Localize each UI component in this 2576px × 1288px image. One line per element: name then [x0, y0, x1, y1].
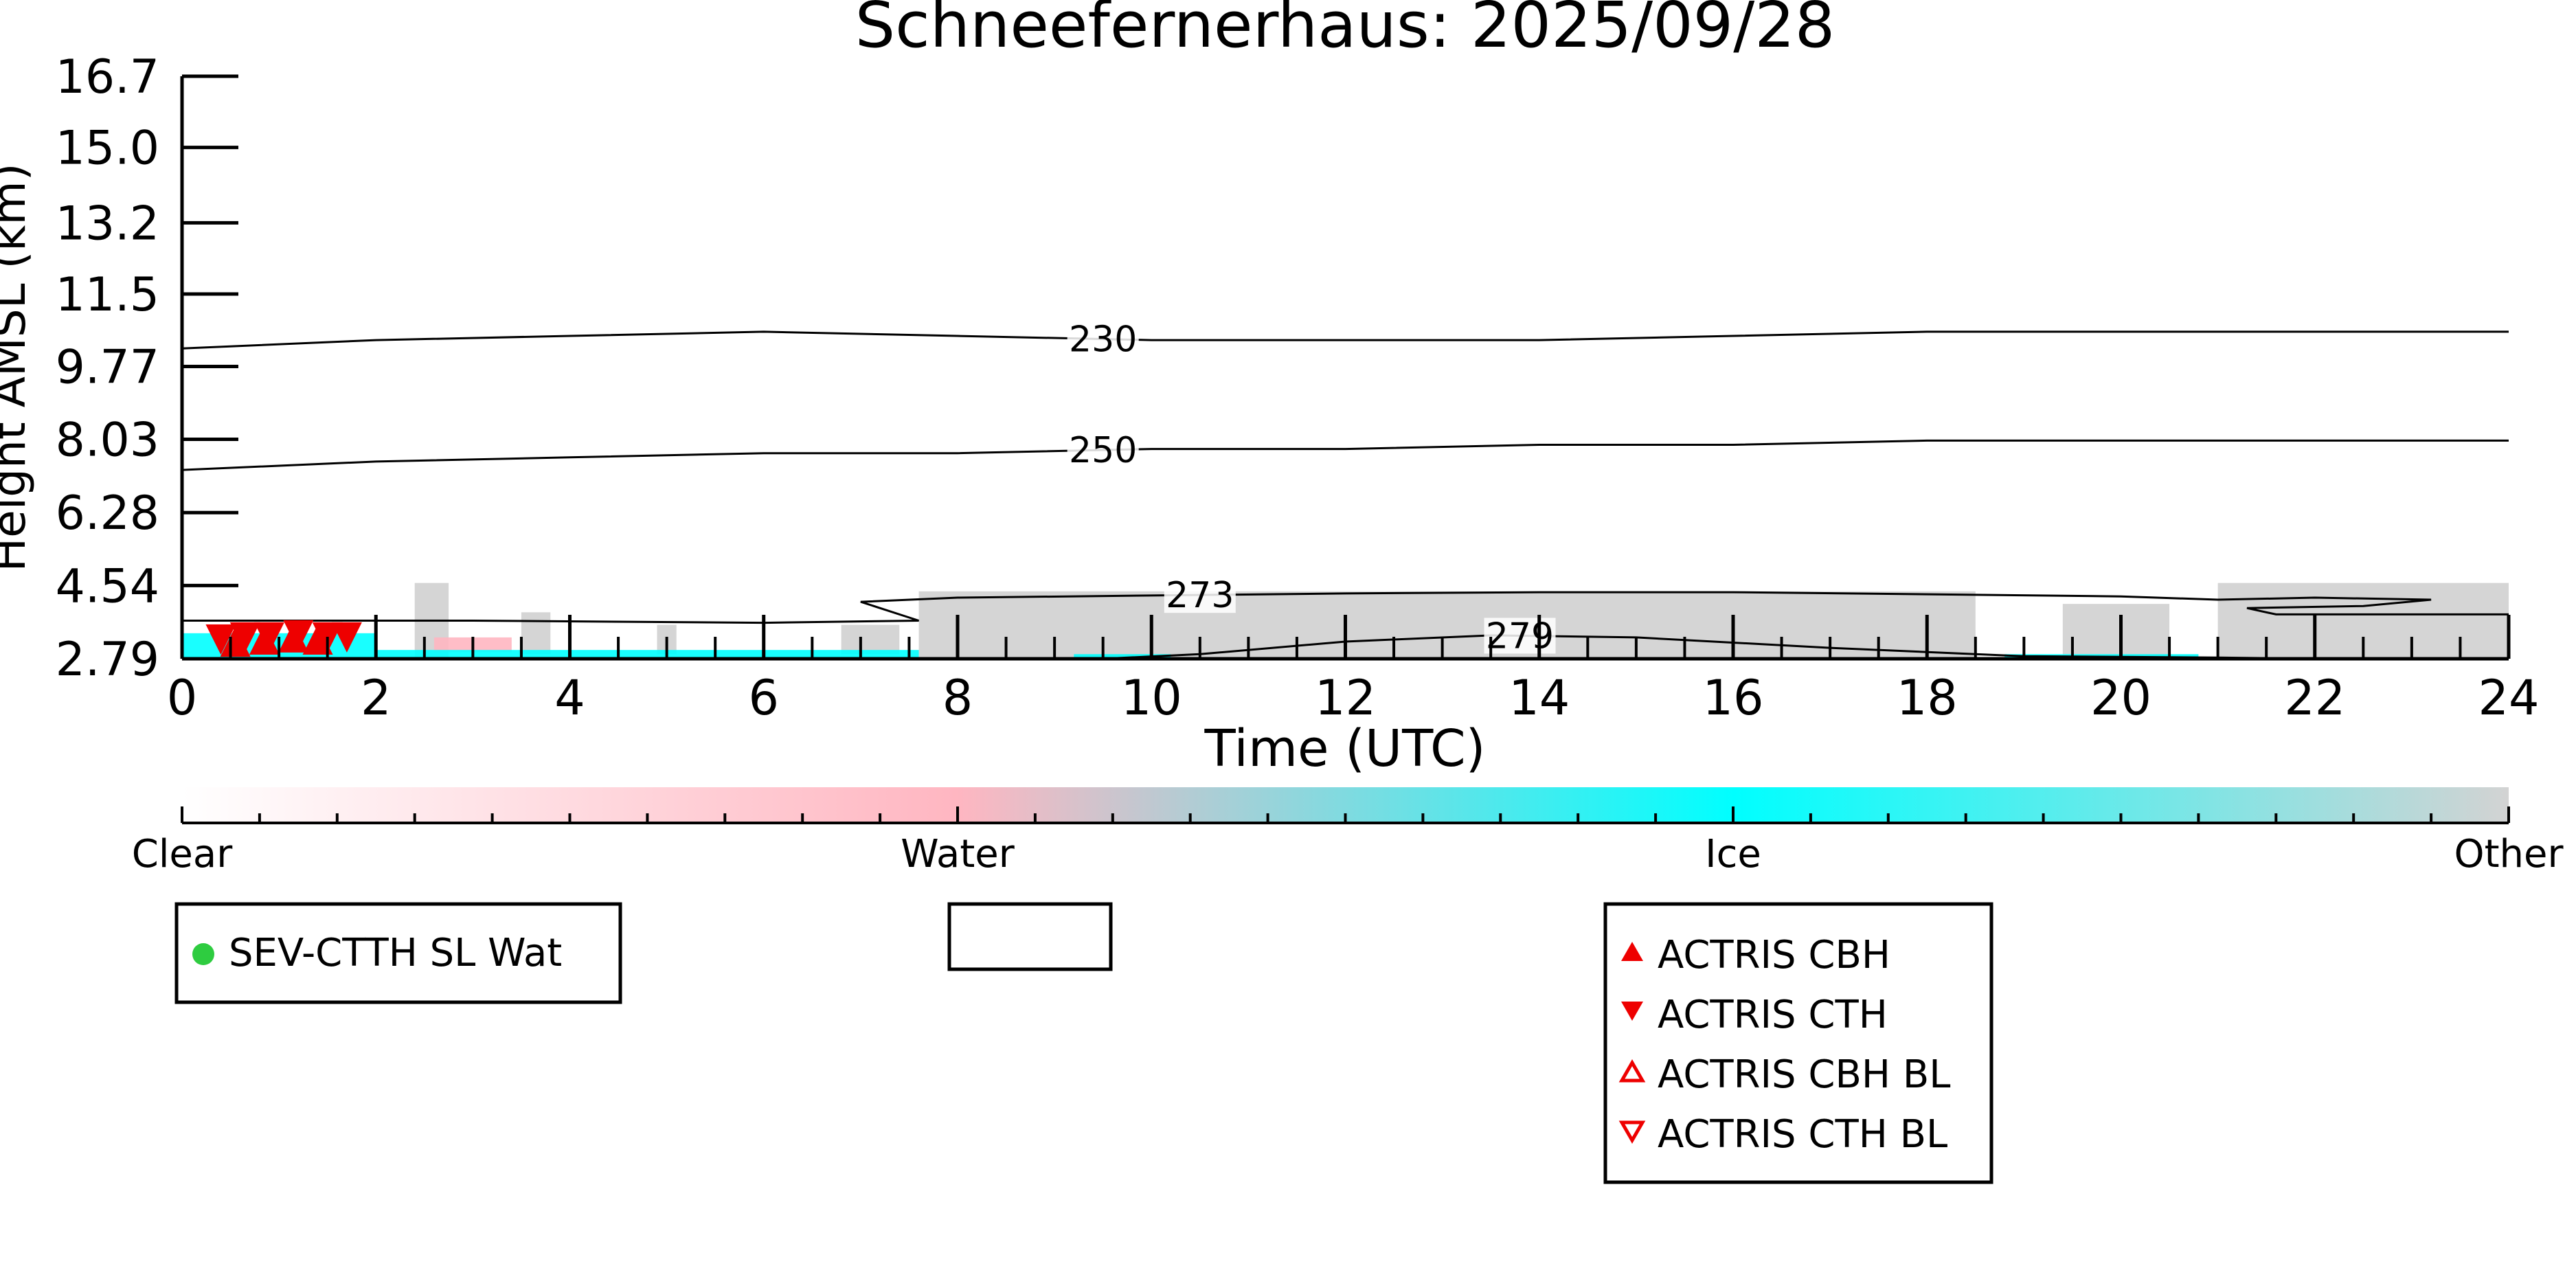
class-region-ice-9 — [376, 650, 919, 659]
legend-satellite-box — [174, 902, 622, 1004]
contour-273 — [182, 591, 2509, 624]
y-axis-label: Height AMSL (km) — [0, 163, 36, 572]
class-region-other-4 — [918, 591, 1976, 659]
x-tick-label-6: 6 — [748, 670, 779, 726]
class-region-other-1 — [521, 612, 551, 655]
legend-actris-box — [1603, 902, 1993, 1184]
y-tick-label-0: 2.79 — [56, 633, 159, 687]
y-tick-label-5: 11.5 — [56, 268, 159, 322]
y-tick-label-4: 9.77 — [56, 340, 159, 394]
chart-title: Schneefernerhaus: 2025/09/28 — [855, 0, 1835, 62]
contour-label-279: 279 — [1486, 615, 1554, 657]
contour-label-bg-230 — [1067, 321, 1139, 357]
legend-satellite: SEV-CTTH SL Wat — [174, 902, 622, 1004]
y-tick-label-6: 13.2 — [56, 196, 159, 251]
legend-empty-box — [947, 902, 1113, 971]
legend-empty — [947, 902, 1113, 971]
legend-entry-actris-cth-bl: ACTRIS CTH BL — [1658, 1112, 1947, 1157]
x-tick-label-18: 18 — [1897, 670, 1958, 726]
contour-label-250: 250 — [1069, 430, 1137, 471]
colorbar-label-ice: Ice — [1705, 832, 1761, 877]
marker-series-2-5 — [331, 622, 362, 653]
y-tick-label-8: 16.7 — [56, 50, 159, 104]
plot-area — [182, 330, 2509, 659]
marker-series-2-1 — [229, 622, 260, 653]
x-tick-label-2: 2 — [361, 670, 392, 726]
x-tick-label-20: 20 — [2090, 670, 2151, 726]
legend-entry-sev-ctth: SEV-CTTH SL Wat — [229, 931, 562, 975]
marker-series-2-3 — [283, 620, 314, 651]
open-triangle-up-icon — [1618, 1059, 1646, 1083]
y-tick-label-3: 8.03 — [56, 414, 159, 468]
legend-entry-actris-cbh-bl: ACTRIS CBH BL — [1658, 1052, 1950, 1097]
contour-label-bg-279 — [1484, 618, 1556, 654]
x-tick-label-4: 4 — [554, 670, 585, 726]
y-tick-label-7: 15.0 — [56, 122, 159, 176]
class-region-other-5 — [2062, 604, 2170, 659]
x-tick-label-24: 24 — [2478, 670, 2539, 726]
marker-series-2-2 — [254, 622, 285, 653]
contour-230 — [182, 330, 2509, 350]
legend-actris: ACTRIS CBH ACTRIS CTH ACTRIS CBH BL ACTR… — [1603, 902, 1993, 1184]
legend-entry-actris-cth: ACTRIS CTH — [1658, 993, 1888, 1037]
open-triangle-down-icon — [1618, 1120, 1646, 1144]
x-tick-label-22: 22 — [2284, 670, 2345, 726]
contour-250 — [182, 439, 2509, 471]
contour-label-273: 273 — [1166, 575, 1234, 616]
x-tick-label-8: 8 — [942, 670, 973, 726]
filled-triangle-up-icon — [1621, 942, 1643, 961]
filled-circle-marker-icon — [192, 943, 214, 965]
class-region-other-3 — [841, 624, 900, 655]
y-tick-label-2: 6.28 — [56, 486, 159, 541]
colorbar-label-other: Other — [2454, 832, 2564, 877]
x-tick-label-14: 14 — [1509, 670, 1570, 726]
y-tick-label-1: 4.54 — [56, 559, 159, 613]
colorbar-label-water: Water — [901, 832, 1015, 877]
class-region-ice-10 — [1074, 654, 1171, 659]
x-axis-label: Time (UTC) — [1204, 719, 1485, 778]
classification-colorbar: Clear Water Ice Other — [132, 787, 2564, 877]
filled-triangle-down-icon — [1621, 1002, 1643, 1021]
contour-label-bg-273 — [1164, 577, 1236, 613]
x-tick-label-0: 0 — [167, 670, 198, 726]
marker-series-1-0 — [220, 626, 251, 657]
x-tick-label-16: 16 — [1702, 670, 1763, 726]
contour-label-230: 230 — [1069, 319, 1137, 361]
contour-label-bg-250 — [1067, 432, 1139, 468]
marker-series-2-0 — [205, 624, 236, 655]
legend-entry-actris-cbh: ACTRIS CBH — [1658, 933, 1890, 978]
x-tick-label-12: 12 — [1315, 670, 1376, 726]
x-tick-label-10: 10 — [1121, 670, 1182, 726]
colorbar-label-clear: Clear — [132, 832, 233, 877]
